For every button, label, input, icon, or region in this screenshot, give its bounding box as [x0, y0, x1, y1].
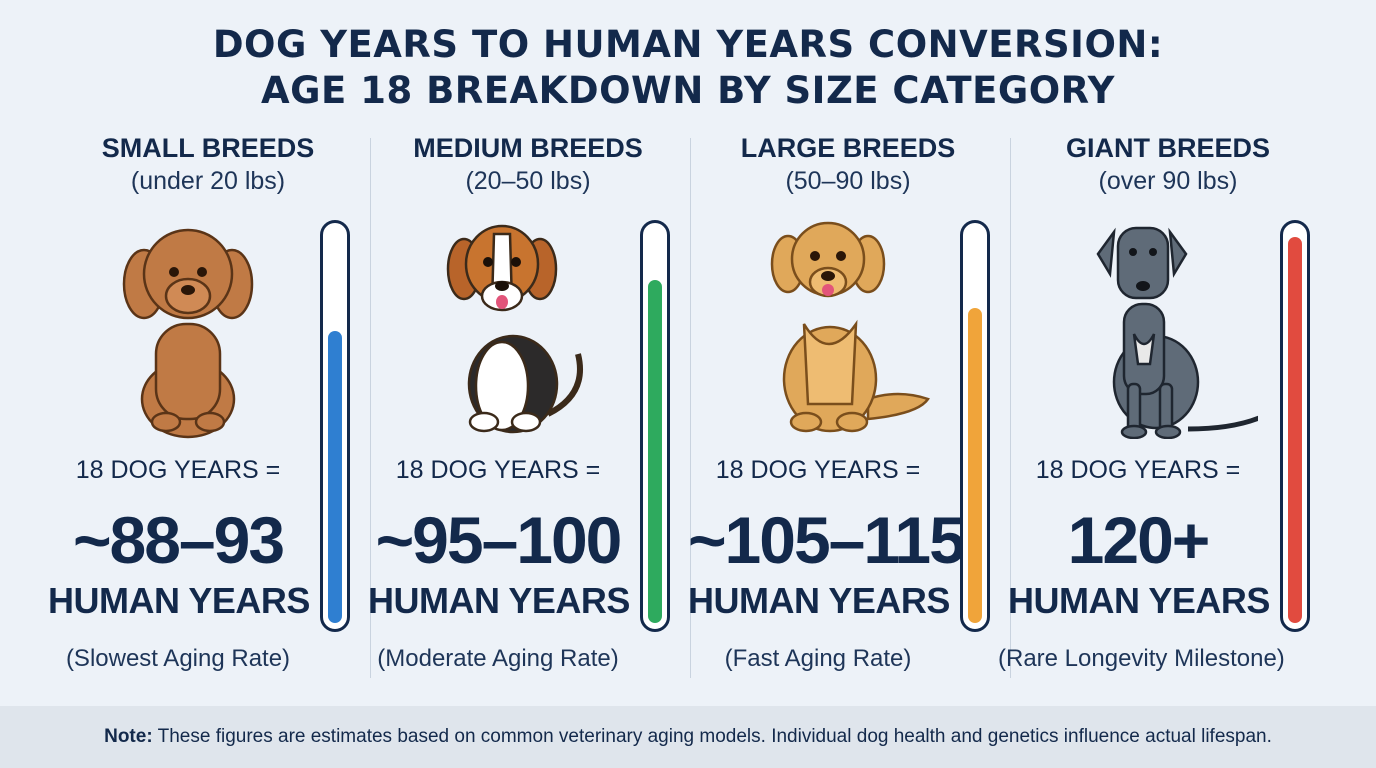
aging-meter-fill	[648, 280, 662, 623]
title-line-1: DOG YEARS TO HUMAN YEARS CONVERSION:	[212, 23, 1164, 66]
column-title: MEDIUM BREEDS	[413, 133, 643, 163]
aging-rate: (Moderate Aging Rate)	[377, 645, 619, 672]
column-medium: MEDIUM BREEDS (20–50 lbs) 18 DOG YEARS =…	[368, 128, 688, 688]
title-line-2: AGE 18 BREAKDOWN BY SIZE CATEGORY	[261, 69, 1115, 112]
column-title: SMALL BREEDS	[101, 133, 315, 163]
aging-rate: (Rare Longevity Milestone)	[998, 645, 1285, 672]
aging-meter	[1280, 220, 1310, 632]
human-years-unit: HUMAN YEARS	[688, 580, 950, 621]
aging-rate: (Fast Aging Rate)	[724, 645, 912, 672]
column-weight: (20–50 lbs)	[465, 167, 591, 195]
dog-years-label: 18 DOG YEARS =	[715, 456, 921, 484]
aging-rate: (Slowest Aging Rate)	[65, 645, 291, 672]
column-divider	[690, 138, 691, 678]
human-years-value: ~95–100	[375, 503, 623, 577]
breed-columns: SMALL BREEDS (under 20 lbs) 18 DOG YEARS…	[48, 128, 1328, 688]
column-weight: (50–90 lbs)	[785, 167, 911, 195]
footer-text: Note: These figures are estimates based …	[0, 724, 1376, 750]
column-giant: GIANT BREEDS (over 90 lbs) 18 DOG YEARS …	[998, 128, 1328, 688]
human-years-unit: HUMAN YEARS	[368, 580, 630, 621]
footer-body: These figures are estimates based on com…	[157, 726, 1272, 747]
dog-years-label: 18 DOG YEARS =	[1035, 456, 1241, 484]
human-years-value: ~88–93	[72, 503, 285, 577]
dog-years-label: 18 DOG YEARS =	[75, 456, 281, 484]
column-divider	[370, 138, 371, 678]
aging-meter-fill	[1288, 237, 1302, 623]
aging-meter-fill	[968, 308, 982, 623]
column-title: LARGE BREEDS	[740, 133, 956, 163]
aging-meter	[320, 220, 350, 632]
poodle-icon	[122, 228, 254, 439]
dog-years-label: 18 DOG YEARS =	[395, 456, 601, 484]
aging-meter-fill	[328, 331, 342, 623]
page-title: DOG YEARS TO HUMAN YEARS CONVERSION: AGE…	[0, 22, 1376, 114]
footer-note: Note: These figures are estimates based …	[0, 706, 1376, 768]
column-weight: (under 20 lbs)	[130, 167, 286, 195]
golden-retriever-icon	[770, 221, 930, 433]
column-large: LARGE BREEDS (50–90 lbs) 18 DOG YEARS = …	[688, 128, 1008, 688]
column-divider	[1010, 138, 1011, 678]
great-dane-icon	[1096, 226, 1258, 439]
human-years-unit: HUMAN YEARS	[1008, 580, 1270, 621]
aging-meter	[640, 220, 670, 632]
aging-meter	[960, 220, 990, 632]
beagle-icon	[446, 224, 583, 434]
column-title: GIANT BREEDS	[1065, 133, 1271, 163]
human-years-value: 120+	[1067, 503, 1211, 577]
human-years-value: ~105–115	[688, 503, 966, 577]
column-small: SMALL BREEDS (under 20 lbs) 18 DOG YEARS…	[48, 128, 368, 688]
human-years-unit: HUMAN YEARS	[48, 580, 310, 621]
footer-label: Note:	[104, 726, 153, 747]
column-weight: (over 90 lbs)	[1098, 167, 1238, 195]
